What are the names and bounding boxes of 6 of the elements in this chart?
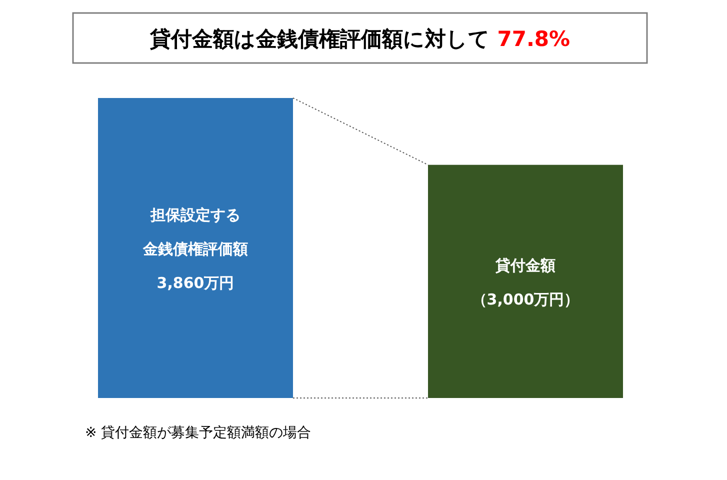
- data-label: （3,000万円）: [472, 290, 580, 308]
- x-tick-label: 貸付金額: [494, 256, 556, 274]
- chart-title: 貸付金額は金銭債権評価額に対して 77.8%: [148, 27, 570, 51]
- x-tick-label: 担保設定する金銭債権評価額: [142, 206, 248, 258]
- text: ※ 貸付金額が募集予定額満額の場合: [85, 425, 312, 441]
- data-label: 3,860万円: [156, 274, 234, 292]
